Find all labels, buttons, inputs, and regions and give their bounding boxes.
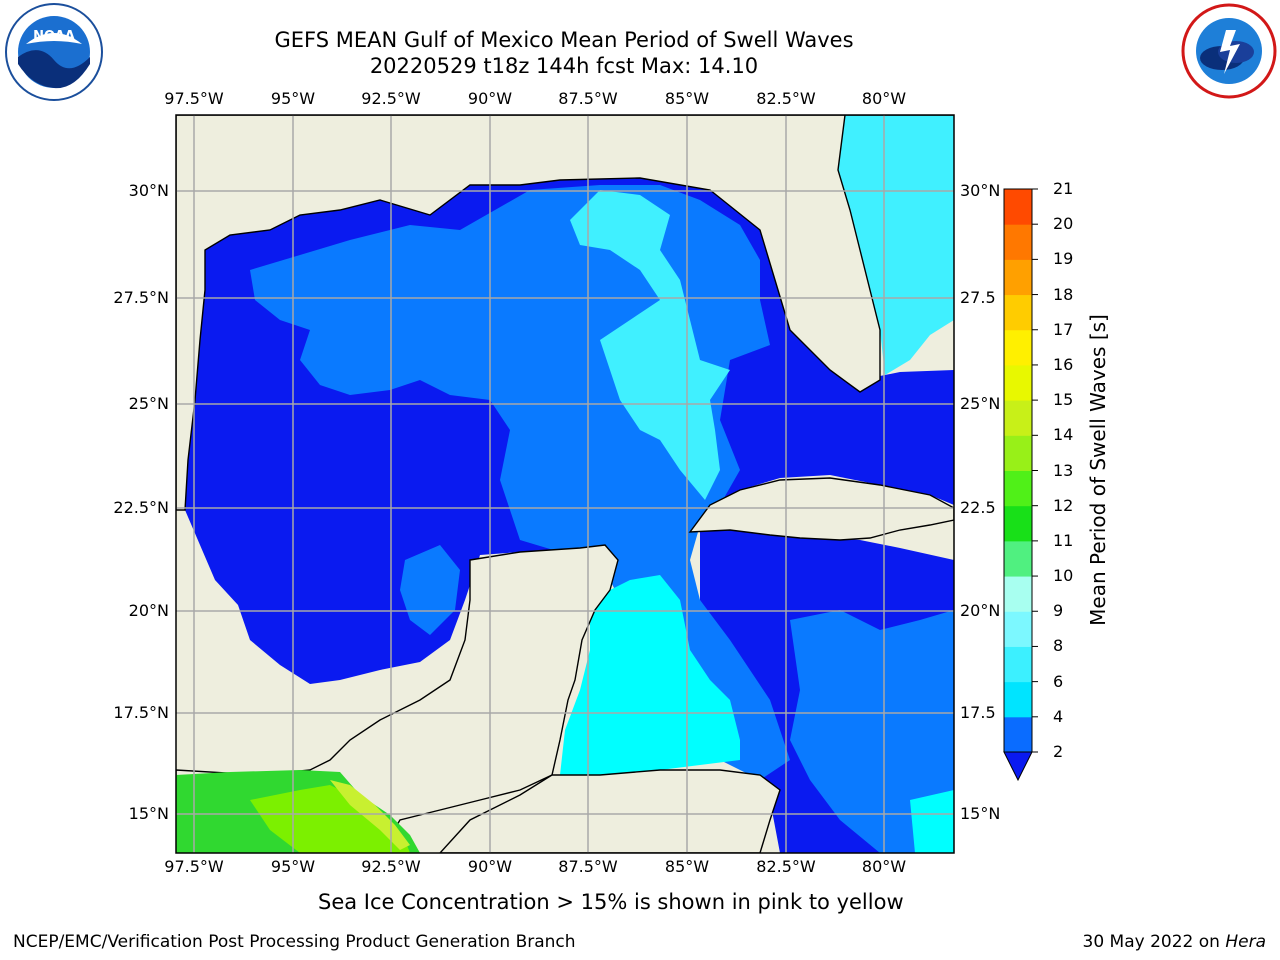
colorbar-tick-label: 2	[1053, 742, 1064, 761]
footer-machine: Hera	[1225, 932, 1266, 952]
colorbar-tick-label: 4	[1053, 706, 1064, 726]
colorbar-segment	[1004, 259, 1032, 296]
plot-title: GEFS MEAN Gulf of Mexico Mean Period of …	[0, 27, 1128, 79]
lat-tick-left: 27.5°N	[113, 288, 169, 307]
lat-tick-right: 15°N	[960, 804, 1001, 823]
central-america-land	[439, 769, 781, 853]
colorbar-tick-label: 20	[1053, 214, 1074, 234]
lon-tick-top: 82.5°W	[756, 89, 816, 108]
caribbean-water-mid	[790, 610, 954, 853]
pacific-water-yellowgreen	[330, 780, 410, 850]
lon-tick-top: 85°W	[664, 89, 710, 108]
colorbar-segment	[1004, 294, 1032, 331]
caribbean-water-cyan-se	[910, 790, 954, 853]
map-frame	[175, 114, 955, 854]
footer-date-text: 30 May 2022 on	[1082, 932, 1220, 952]
colorbar-segment	[1004, 329, 1032, 366]
lat-tick-right: 22.5	[960, 498, 996, 517]
lon-tick-bottom: 85°W	[664, 857, 710, 876]
nws-logo	[1181, 3, 1277, 99]
lat-tick-right: 27.5	[960, 288, 996, 307]
us-gulf-coast-land	[176, 115, 954, 511]
colorbar-tick-label: 19	[1053, 249, 1074, 269]
lon-tick-bottom: 80°W	[861, 857, 907, 876]
colorbar-segment	[1004, 646, 1032, 683]
title-line-1: GEFS MEAN Gulf of Mexico Mean Period of …	[274, 28, 854, 52]
lat-tick-right: 20°N	[960, 601, 1001, 620]
atlantic-water-cyan	[838, 115, 954, 375]
colorbar-segment	[1004, 189, 1032, 225]
colorbar-segment	[1004, 364, 1032, 401]
lat-tick-left: 17.5°N	[113, 703, 169, 722]
colorbar-extend-arrow	[1003, 751, 1033, 782]
colorbar-segment	[1004, 540, 1032, 577]
colorbar-segment	[1004, 224, 1032, 260]
noaa-logo-text: NOAA	[33, 29, 75, 44]
lon-tick-bottom: 97.5°W	[164, 857, 224, 876]
lon-tick-top: 95°W	[270, 89, 316, 108]
colorbar-segment	[1004, 716, 1032, 753]
lon-tick-bottom: 95°W	[270, 857, 316, 876]
colorbar-tick-label: 16	[1053, 354, 1074, 374]
colorbar-tick-label: 11	[1053, 530, 1074, 550]
lat-tick-left: 25°N	[128, 394, 169, 413]
colorbar-segment	[1004, 470, 1032, 507]
colorbar-tick-label: 17	[1053, 319, 1074, 339]
colorbar	[1003, 188, 1038, 782]
colorbar-tick-label: 9	[1053, 601, 1064, 621]
colorbar-segment	[1004, 435, 1032, 471]
lon-tick-top: 97.5°W	[164, 89, 224, 108]
caribbean-water-cyan	[560, 575, 740, 775]
lon-tick-top: 90°W	[467, 89, 513, 108]
colorbar-tick-label: 14	[1053, 425, 1074, 445]
colorbar-segment	[1004, 505, 1032, 542]
lon-tick-top: 87.5°W	[558, 89, 618, 108]
colorbar-tick-label: 21	[1053, 179, 1074, 198]
lon-tick-bottom: 92.5°W	[361, 857, 421, 876]
map-gridlines	[176, 115, 954, 853]
colorbar-segment	[1004, 611, 1032, 647]
colorbar-tick-label: 8	[1053, 636, 1064, 656]
colorbar-tick-label: 6	[1053, 671, 1064, 691]
lon-tick-bottom: 87.5°W	[558, 857, 618, 876]
colorbar-segment	[1004, 400, 1032, 436]
lon-tick-top: 80°W	[861, 89, 907, 108]
lon-tick-bottom: 82.5°W	[756, 857, 816, 876]
colorbar-tick-label: 15	[1053, 390, 1074, 410]
lat-tick-left: 20°N	[128, 601, 169, 620]
colorbar-tick-label: 18	[1053, 284, 1074, 304]
lat-tick-left: 22.5°N	[113, 498, 169, 517]
colorbar-tick-label: 12	[1053, 495, 1074, 515]
gulf-water-mid-west	[400, 545, 460, 635]
footer-date: 30 May 2022 on Hera	[1083, 932, 1267, 952]
lat-tick-left: 30°N	[128, 181, 169, 200]
colorbar-segment	[1004, 681, 1032, 718]
sea-ice-note: Sea Ice Concentration > 15% is shown in …	[318, 890, 904, 914]
pacific-water-lime	[250, 785, 410, 853]
colorbar-title: Mean Period of Swell Waves [s]	[1086, 314, 1110, 626]
lat-tick-right: 30°N	[960, 181, 1001, 200]
lat-tick-right: 25°N	[960, 394, 1001, 413]
lon-tick-top: 92.5°W	[361, 89, 421, 108]
lon-tick-bottom: 90°W	[467, 857, 513, 876]
cuba-land	[688, 477, 954, 541]
footer-credit: NCEP/EMC/Verification Post Processing Pr…	[13, 932, 576, 952]
colorbar-tick-label: 10	[1053, 566, 1074, 586]
colorbar-segment	[1004, 576, 1032, 612]
noaa-logo: NOAA	[5, 3, 103, 101]
colorbar-tick-label: 13	[1053, 460, 1074, 480]
lat-tick-left: 15°N	[128, 804, 169, 823]
lat-tick-right: 17.5	[960, 703, 996, 722]
gulf-water-cyan	[570, 190, 730, 500]
title-line-2: 20220529 t18z 144h fcst Max: 14.10	[369, 54, 759, 78]
